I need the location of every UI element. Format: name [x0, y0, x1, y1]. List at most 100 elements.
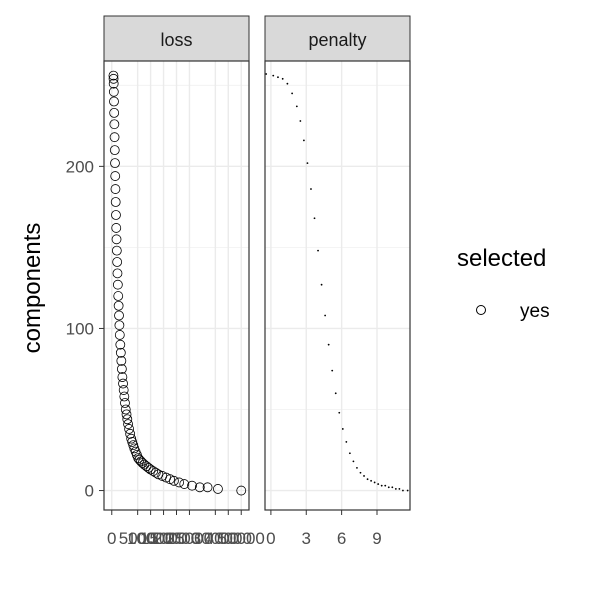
data-point — [370, 479, 372, 482]
data-point — [272, 74, 275, 77]
data-point — [141, 461, 152, 472]
data-point — [110, 184, 121, 194]
data-point — [377, 483, 380, 485]
data-point — [118, 385, 129, 395]
data-point — [150, 467, 161, 478]
data-point — [112, 279, 123, 290]
data-point — [324, 314, 327, 317]
data-point — [194, 482, 205, 493]
strip-label-loss: loss — [160, 30, 192, 50]
data-point — [295, 105, 298, 108]
data-point — [123, 419, 133, 429]
data-point — [213, 484, 223, 494]
strip-background-loss — [103, 15, 250, 62]
data-point — [356, 466, 358, 469]
data-point — [391, 486, 394, 489]
data-point — [153, 469, 164, 480]
data-point — [111, 210, 121, 220]
data-point — [277, 76, 279, 79]
data-point — [398, 488, 401, 490]
data-point — [121, 409, 132, 420]
data-point — [352, 460, 355, 463]
legend-key-yes — [476, 305, 486, 315]
data-point — [111, 223, 122, 233]
data-point — [116, 355, 127, 366]
data-point — [113, 291, 124, 301]
data-point — [108, 73, 119, 84]
data-point — [111, 234, 122, 245]
x-tick-label: 0 — [266, 529, 275, 548]
data-point — [120, 404, 131, 415]
x-axis-ticks-penalty: 0 3 6 9 — [266, 510, 382, 548]
data-point — [108, 70, 119, 81]
x-tick-label: 10000 — [127, 529, 174, 548]
legend-label-yes: yes — [520, 301, 550, 322]
data-point — [348, 452, 351, 455]
y-tick-label: 200 — [66, 157, 94, 176]
data-point — [122, 414, 133, 425]
grid-penalty — [265, 61, 410, 510]
x-tick-label: 50000 — [218, 529, 265, 548]
data-point — [327, 343, 330, 346]
data-point — [111, 245, 122, 256]
x-tick-label: 6 — [337, 529, 346, 548]
data-point — [108, 78, 119, 89]
data-point — [236, 485, 247, 496]
data-point — [125, 428, 136, 439]
data-point — [317, 249, 319, 252]
data-point — [281, 77, 284, 80]
data-point — [406, 489, 409, 492]
y-tick-label: 0 — [85, 482, 94, 501]
data-point — [366, 478, 369, 481]
data-point — [299, 120, 302, 122]
data-point — [118, 378, 128, 389]
data-point — [114, 320, 125, 331]
data-point — [114, 310, 124, 321]
data-point — [394, 488, 397, 490]
data-point — [402, 489, 404, 492]
x-tick-label: 30000 — [192, 529, 239, 548]
x-tick-label: 15000 — [140, 529, 187, 548]
strip-label-penalty: penalty — [308, 30, 366, 50]
data-point — [109, 119, 120, 130]
points-penalty — [265, 73, 409, 492]
data-point — [380, 484, 383, 487]
data-point — [110, 197, 121, 207]
data-point — [112, 268, 123, 279]
data-point — [331, 369, 334, 372]
legend: selected yes — [457, 245, 550, 322]
data-point — [286, 82, 289, 85]
data-point — [313, 217, 316, 220]
data-point — [124, 424, 135, 434]
data-point — [373, 481, 376, 484]
data-point — [384, 484, 387, 487]
x-tick-label: 5000 — [119, 529, 157, 548]
data-point — [363, 475, 365, 477]
data-point — [345, 441, 348, 443]
data-point — [334, 392, 337, 395]
data-point — [108, 86, 119, 97]
data-point — [115, 347, 126, 358]
data-point — [109, 96, 119, 107]
data-point — [320, 283, 323, 286]
x-tick-label: 3 — [302, 529, 311, 548]
data-point — [117, 372, 128, 382]
data-point — [187, 480, 197, 491]
y-axis-title: components — [19, 223, 46, 354]
data-point — [202, 482, 213, 493]
data-point — [387, 486, 390, 489]
grid-loss — [104, 61, 249, 510]
data-point — [113, 300, 124, 311]
data-point — [116, 364, 127, 374]
data-point — [110, 158, 120, 169]
data-point — [341, 428, 344, 430]
data-point — [109, 107, 120, 118]
y-tick-label: 100 — [66, 319, 94, 338]
data-point — [110, 171, 121, 181]
data-point — [120, 398, 130, 408]
data-point — [359, 471, 362, 474]
x-tick-label: 25000 — [166, 529, 213, 548]
facet-panel-penalty: penalty 0 3 6 9 — [264, 15, 411, 548]
data-point — [310, 188, 312, 190]
